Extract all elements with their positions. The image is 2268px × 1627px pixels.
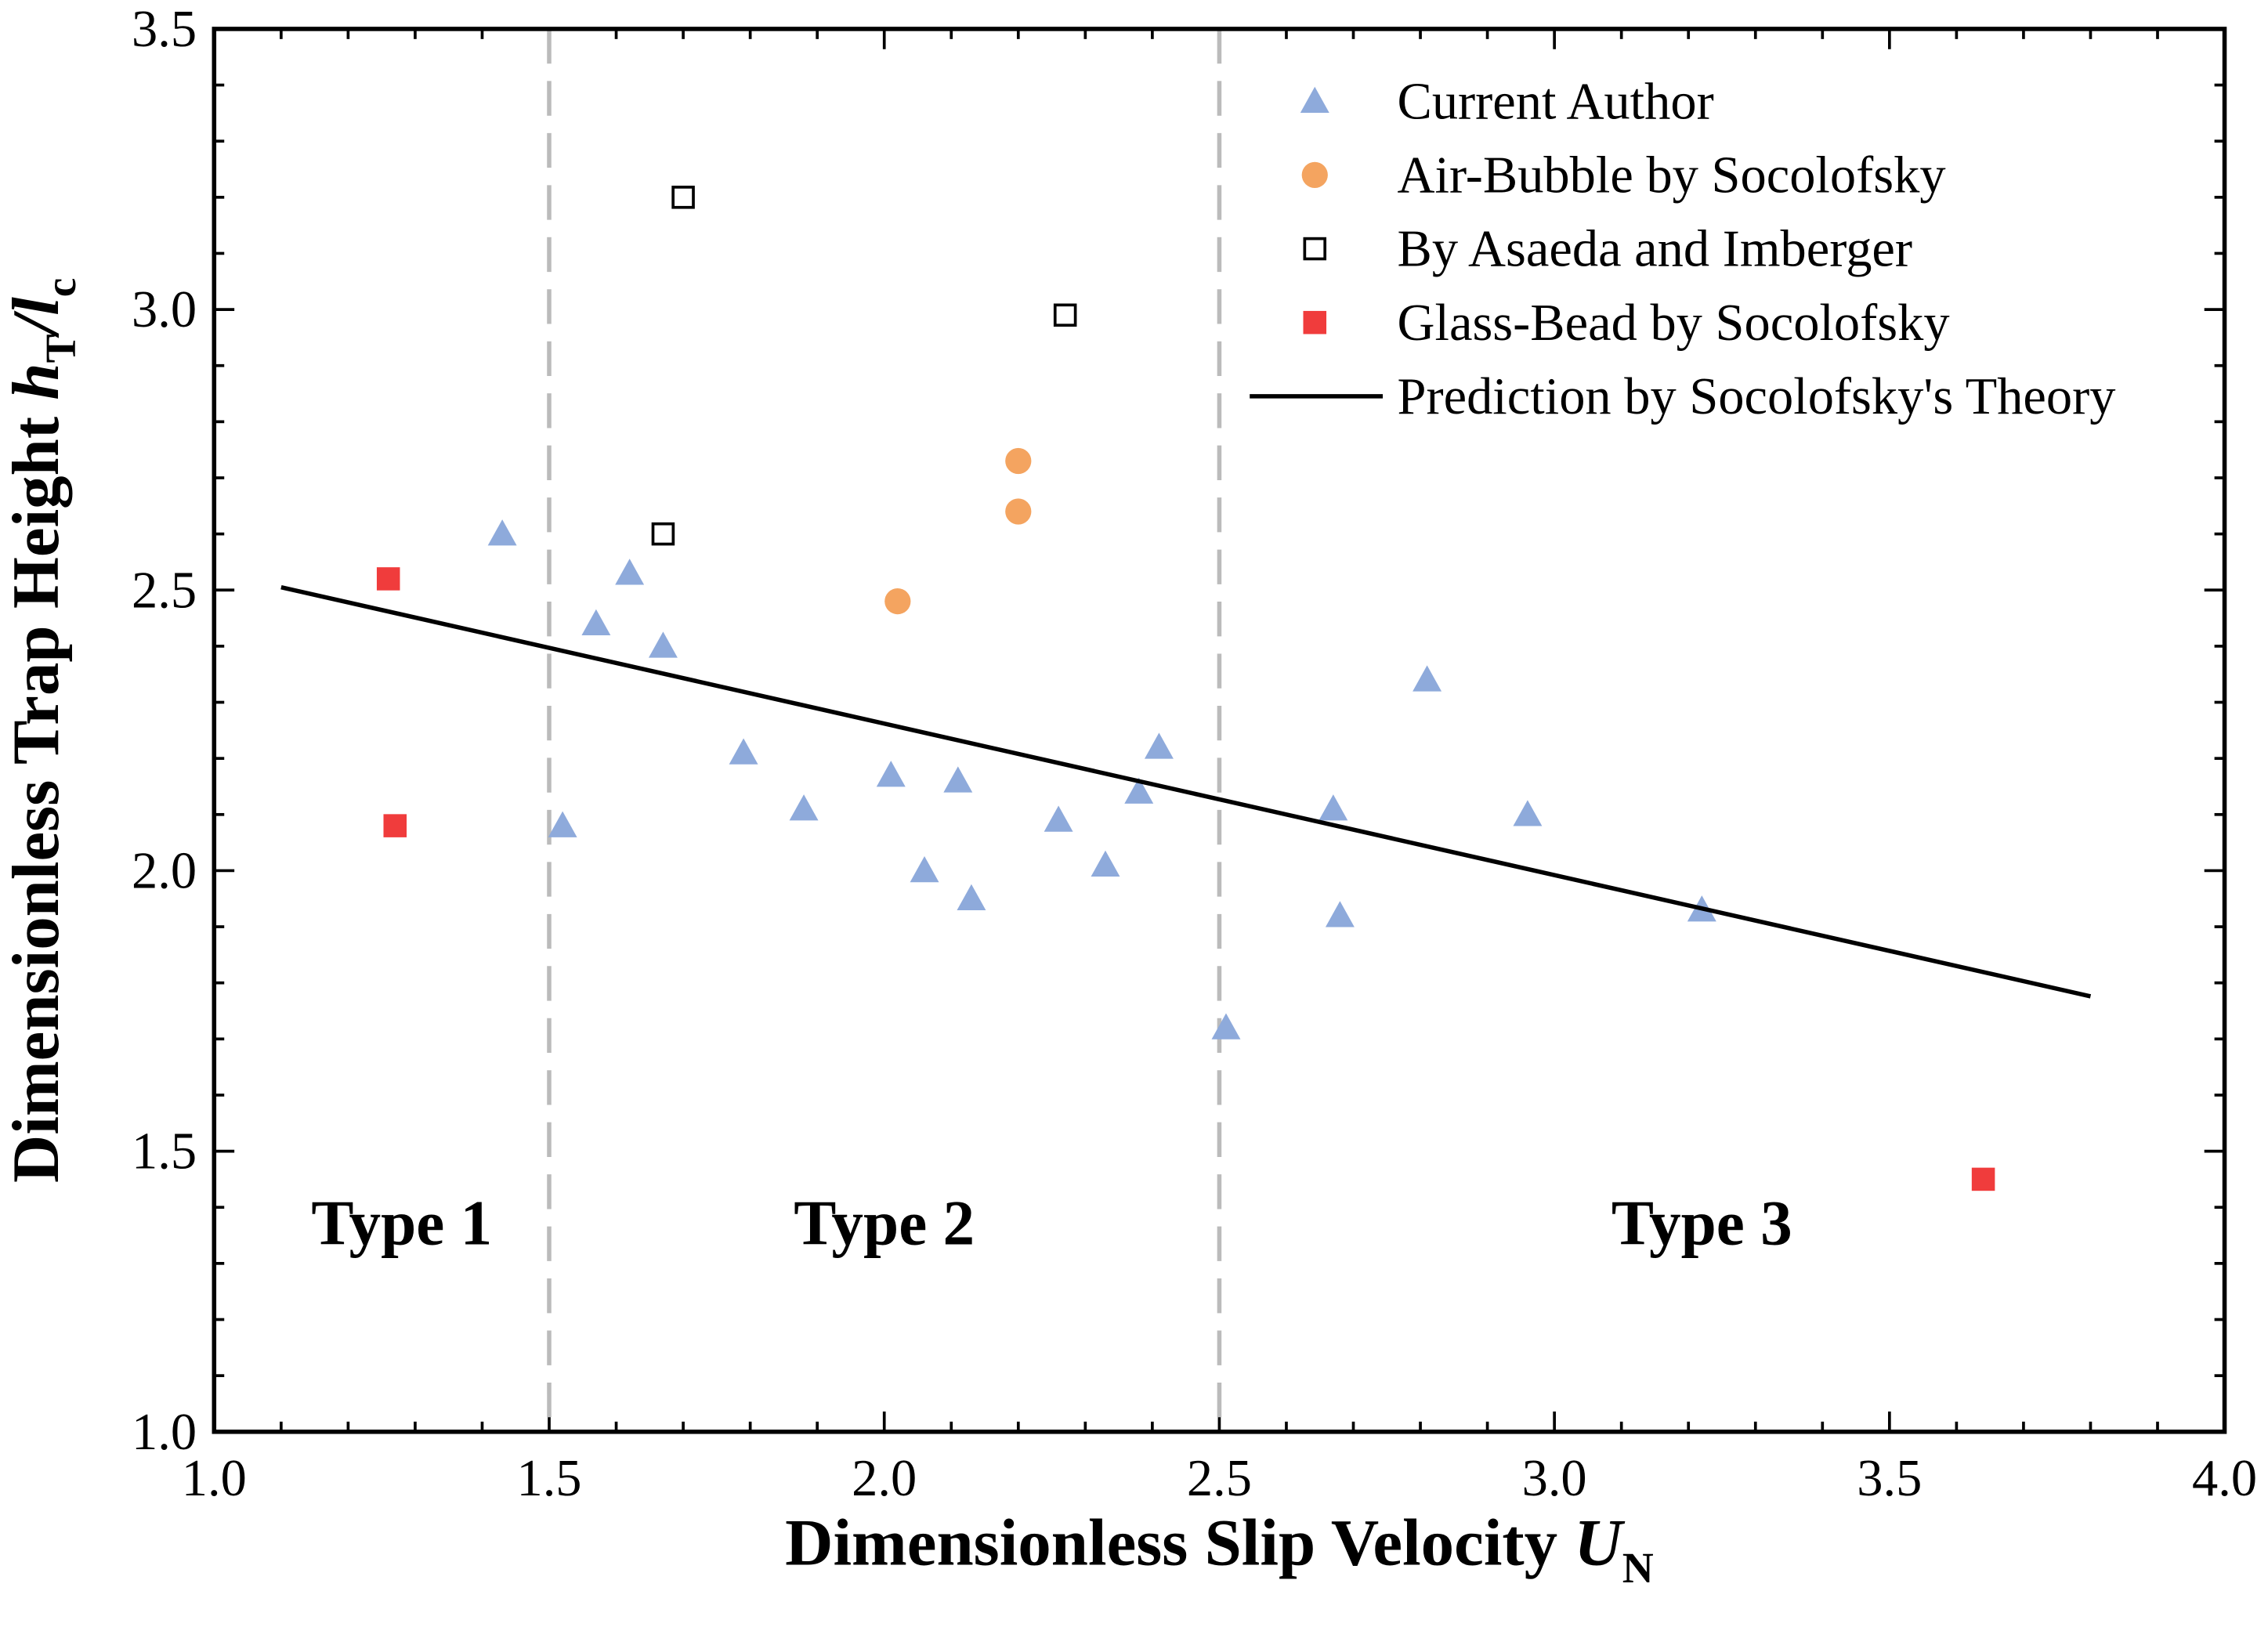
y-tick-label: 1.0	[132, 1404, 197, 1461]
y-tick-label: 2.5	[132, 562, 197, 619]
legend-symbol	[1300, 86, 1329, 114]
x-tick-label: 3.0	[1522, 1450, 1587, 1507]
legend-label: Glass-Bead by Socolofsky	[1398, 295, 1950, 352]
x-tick-label: 1.5	[516, 1450, 581, 1507]
data-point-triangle	[1044, 805, 1073, 832]
data-point-triangle	[648, 631, 678, 658]
legend-label: Prediction by Socolofsky's Theory	[1398, 368, 2116, 425]
data-point-circle	[884, 588, 911, 615]
y-tick-labels: 1.0 1.5 2.0 2.5 3.0 3.5	[132, 1, 197, 1461]
x-tick-label: 1.0	[182, 1450, 247, 1507]
type-boundaries	[547, 28, 1222, 1432]
data-point-triangle	[910, 855, 939, 883]
legend-symbol	[1303, 237, 1327, 261]
data-point-triangle	[1413, 665, 1442, 692]
data-point-triangle	[1318, 794, 1348, 821]
legend-symbol	[1301, 161, 1328, 189]
y-tick-label: 3.0	[132, 281, 197, 338]
legend-symbol	[1303, 310, 1327, 334]
data-point-triangle	[1124, 777, 1154, 804]
data-point-open-square	[1053, 303, 1077, 327]
data-point-open-square	[651, 522, 675, 546]
data-points	[280, 186, 2092, 1191]
region-label: Type 1	[311, 1188, 492, 1259]
data-point-circle	[1005, 498, 1032, 525]
data-point-square	[1971, 1167, 1995, 1191]
data-point-square	[383, 814, 407, 837]
y-axis-label: Dimensionless Trap Height hT/lc	[0, 278, 85, 1183]
data-point-triangle	[1513, 800, 1543, 826]
region-label: Type 2	[794, 1188, 975, 1259]
data-point-triangle	[548, 811, 577, 837]
y-tick-label: 1.5	[132, 1123, 197, 1180]
region-labels: Type 1 Type 2 Type 3	[311, 1188, 1792, 1259]
data-point-open-square	[671, 186, 695, 209]
data-point-triangle	[957, 884, 986, 911]
x-tick-labels: 1.0 1.5 2.0 2.5 3.0 3.5 4.0	[182, 1450, 2257, 1507]
x-tick-label: 4.0	[2192, 1450, 2257, 1507]
x-tick-label: 2.5	[1187, 1450, 1252, 1507]
data-point-square	[376, 567, 400, 591]
plot-frame	[212, 27, 2227, 1434]
y-tick-label: 3.5	[132, 1, 197, 58]
y-tick-label: 2.0	[132, 843, 197, 900]
data-point-triangle	[581, 609, 611, 636]
data-point-triangle	[1325, 901, 1355, 927]
data-point-triangle	[729, 738, 758, 765]
data-point-triangle	[1211, 1013, 1241, 1039]
data-point-triangle	[943, 766, 973, 793]
data-point-triangle	[615, 559, 645, 585]
data-point-triangle	[1091, 850, 1120, 877]
legend: Current Author Air-Bubble by Socolofsky By…	[1250, 73, 2116, 425]
region-label: Type 3	[1611, 1188, 1792, 1259]
prediction-line	[280, 584, 2092, 999]
x-tick-label: 3.5	[1857, 1450, 1922, 1507]
data-point-triangle	[876, 761, 906, 787]
legend-label: By Asaeda and Imberger	[1398, 221, 1913, 278]
data-point-triangle	[1144, 732, 1174, 759]
data-point-triangle	[487, 519, 517, 546]
x-tick-label: 2.0	[852, 1450, 917, 1507]
data-point-circle	[1005, 447, 1032, 475]
data-point-triangle	[789, 794, 819, 821]
legend-label: Air-Bubble by Socolofsky	[1398, 147, 1946, 204]
x-axis-label: Dimensionless Slip Velocity UN	[785, 1506, 1654, 1592]
legend-label: Current Author	[1398, 73, 1714, 130]
